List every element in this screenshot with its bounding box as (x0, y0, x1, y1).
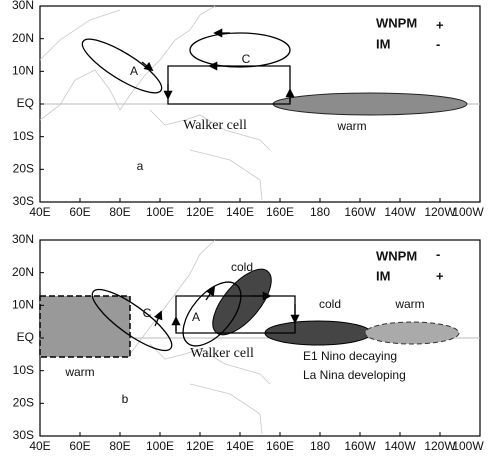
lon-label: 160E (266, 205, 294, 219)
walker-label: Walker cell (190, 346, 254, 361)
lat-label: 20N (12, 265, 34, 279)
legend-wnpm: WNPM (376, 248, 417, 263)
legend-sign: + (436, 268, 444, 283)
coastline (129, 239, 271, 435)
lon-label: 60E (69, 439, 90, 453)
note: La Nina developing (303, 368, 406, 382)
panel-label: b (122, 392, 129, 406)
legend-sign: - (436, 246, 440, 261)
lon-label: 80E (109, 205, 130, 219)
lon-label: 100W (452, 205, 484, 219)
lat-label: 30N (12, 232, 34, 246)
warm-label: warm (336, 119, 366, 133)
warm-anomaly (39, 295, 131, 358)
lon-label: 180 (310, 205, 330, 219)
lat-label: 20S (13, 396, 34, 410)
lon-label: 100W (452, 439, 484, 453)
lat-label: 30S (13, 194, 34, 208)
lon-label: 160E (266, 439, 294, 453)
legend-im: IM (376, 268, 390, 283)
legend-sign: + (436, 17, 444, 32)
legend-sign: - (436, 36, 440, 51)
arrow (153, 310, 163, 327)
panel-a: A C Walker cell warm a WNPM + IM - (39, 5, 481, 203)
lon-label: 40E (29, 205, 50, 219)
lat-label: EQ (17, 96, 34, 110)
lon-label: 140W (384, 439, 416, 453)
panel-label: a (137, 159, 144, 173)
lat-label: EQ (17, 330, 34, 344)
circulation-a (182, 281, 242, 347)
lon-label: 100E (146, 205, 174, 219)
warm-label: warm (64, 365, 94, 379)
lon-label: 120E (186, 205, 214, 219)
lon-label: 60E (69, 205, 90, 219)
label-c: C (143, 306, 152, 320)
walker-label: Walker cell (183, 118, 247, 133)
arrow (205, 286, 216, 301)
cold-label: cold (319, 297, 341, 311)
lat-label: 10S (13, 363, 34, 377)
arrow (141, 61, 154, 72)
lon-label: 80E (109, 439, 130, 453)
legend-im: IM (376, 36, 390, 51)
lon-label: 140E (226, 205, 254, 219)
warm-label: warm (394, 297, 424, 311)
lon-label: 140E (226, 439, 254, 453)
cold-label: cold (231, 260, 253, 274)
lon-label: 140W (384, 205, 416, 219)
label-a: A (130, 64, 138, 78)
lat-label: 10N (12, 64, 34, 78)
lon-label: 120W (424, 205, 456, 219)
lat-label: 20S (13, 162, 34, 176)
lon-label: 120E (186, 439, 214, 453)
legend-wnpm: WNPM (376, 15, 417, 30)
lon-label: 100E (146, 439, 174, 453)
panel-b: C A cold cold warm warm Walker cell E1 N… (39, 239, 481, 437)
circulation-c (189, 32, 291, 68)
lat-label: 10N (12, 298, 34, 312)
lon-label: 160W (344, 205, 376, 219)
warm-anomaly (272, 92, 468, 116)
lat-label: 30S (13, 428, 34, 442)
lat-label: 30N (12, 0, 34, 12)
note: E1 Nino decaying (303, 349, 397, 363)
lon-label: 120W (424, 439, 456, 453)
label-a: A (192, 310, 200, 324)
lon-label: 180 (310, 439, 330, 453)
coastline (39, 5, 271, 201)
lon-label: 160W (344, 439, 376, 453)
lat-label: 10S (13, 129, 34, 143)
label-c: C (242, 52, 251, 66)
lat-label: 20N (12, 31, 34, 45)
warm-anomaly (364, 321, 460, 345)
circulation-a (81, 38, 163, 94)
circulation-c (91, 288, 173, 352)
lon-label: 40E (29, 439, 50, 453)
walker-cell (167, 65, 291, 105)
